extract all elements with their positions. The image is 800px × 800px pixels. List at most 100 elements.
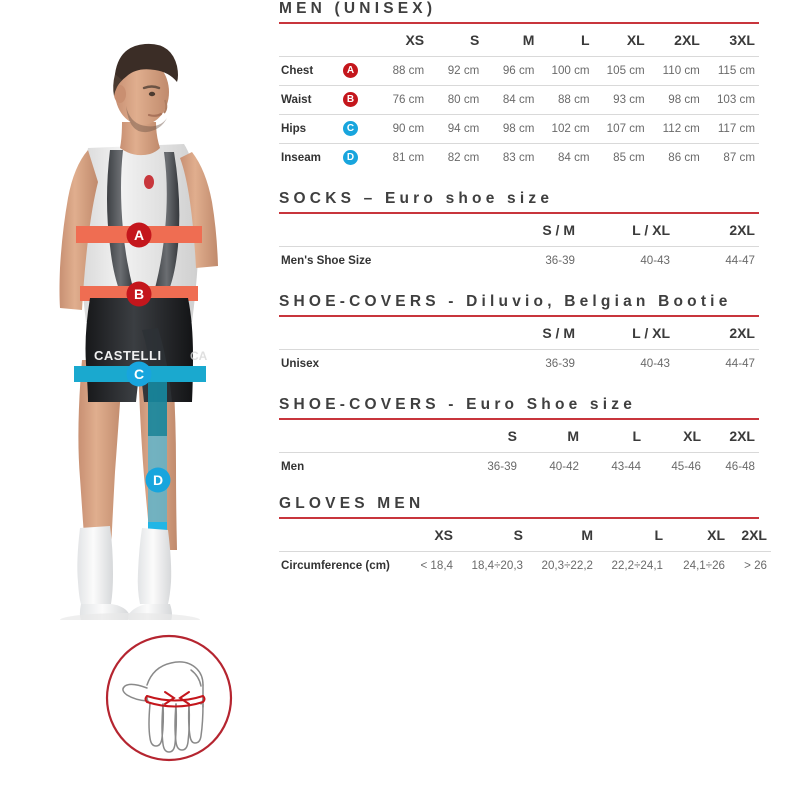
cell: 44-47	[725, 357, 755, 371]
header-xl: XL	[707, 526, 725, 543]
table-row: Unisex 36-39 40-43 44-47	[279, 349, 759, 378]
hand-circumference-icon	[103, 632, 235, 764]
row-badge-chest: A	[341, 56, 373, 85]
table-row: Inseam D 81 cm 82 cm 83 cm 84 cm 85 cm 8…	[279, 143, 759, 172]
cell: 88 cm	[392, 64, 425, 78]
cell: 36-39	[487, 460, 517, 474]
header-m: M	[522, 31, 535, 48]
row-label-unisex: Unisex	[281, 357, 320, 371]
section-title-gloves-men: GLOVES MEN	[279, 495, 425, 513]
cell: 85 cm	[613, 151, 645, 165]
cell: 117 cm	[717, 122, 755, 136]
cell: 24,1÷26	[683, 559, 725, 573]
cell: 94 cm	[447, 122, 480, 136]
cell: 84 cm	[557, 151, 590, 165]
cell: 112 cm	[662, 122, 700, 136]
cell: < 18,4	[420, 559, 453, 573]
cell: 107 cm	[606, 122, 645, 136]
table-shoe-covers-euro: S M L XL 2XL Men 36-39 40-42 43-44 45-46…	[279, 422, 759, 481]
brand-wordmark: CASTELLI	[94, 348, 162, 363]
section-shoe-covers-euro: SHOE-COVERS - Euro Shoe size S M L XL 2X…	[279, 396, 759, 481]
table-row: Circumference (cm) < 18,4 18,4÷20,3 20,3…	[279, 551, 771, 580]
header-blank-label	[279, 216, 484, 246]
header-2xl: 2XL	[741, 526, 767, 543]
header-s: S	[507, 427, 517, 444]
size-tables: MEN (UNISEX) XS S M L XL 2XL 3XL	[279, 0, 771, 580]
cell: 98 cm	[668, 93, 700, 107]
title-rule	[279, 315, 759, 318]
badge-c: C	[343, 121, 358, 137]
cell: 40-43	[640, 254, 670, 268]
table-row: Chest A 88 cm 92 cm 96 cm 100 cm 105 cm …	[279, 56, 759, 85]
cell: 105 cm	[606, 64, 645, 78]
header-sm: S / M	[542, 221, 575, 238]
header-xs: XS	[405, 31, 425, 48]
cell: 86 cm	[668, 151, 700, 165]
cell: 18,4÷20,3	[471, 559, 524, 573]
cell: 83 cm	[502, 151, 535, 165]
table-men-unisex: XS S M L XL 2XL 3XL Chest A 88 cm 92 cm …	[279, 26, 759, 172]
hips-marker: C	[126, 361, 152, 387]
cell: 20,3÷22,2	[541, 559, 594, 573]
table-header-row: S / M L / XL 2XL	[279, 319, 759, 349]
header-l: L	[654, 526, 663, 543]
inseam-marker: D	[145, 467, 171, 493]
section-socks: SOCKS – Euro shoe size S / M L / XL 2XL …	[279, 190, 759, 275]
header-lxl: L / XL	[632, 221, 670, 238]
svg-text:A: A	[134, 227, 144, 243]
header-2xl: 2XL	[729, 324, 755, 341]
section-title-socks: SOCKS – Euro shoe size	[279, 190, 554, 208]
cell: 93 cm	[613, 93, 645, 107]
header-xl: XL	[683, 427, 701, 444]
header-xl: XL	[626, 31, 645, 48]
svg-text:B: B	[134, 286, 144, 302]
cell: 44-47	[725, 254, 755, 268]
cell: 103 cm	[716, 93, 755, 107]
svg-text:D: D	[153, 472, 163, 488]
badge-d: D	[343, 150, 358, 166]
cell: 22,2÷24,1	[611, 559, 664, 573]
chest-marker: A	[126, 222, 152, 248]
header-lxl: L / XL	[632, 324, 670, 341]
row-label-men: Men	[281, 460, 305, 474]
header-2xl: 2XL	[729, 221, 755, 238]
header-l: L	[581, 31, 590, 48]
cell: 82 cm	[447, 151, 480, 165]
cell: 40-42	[549, 460, 579, 474]
header-s: S	[469, 31, 480, 48]
badge-b: B	[343, 92, 358, 108]
cell: 98 cm	[502, 122, 535, 136]
cell: 84 cm	[502, 93, 535, 107]
header-2xl: 2XL	[729, 427, 755, 444]
cell: 43-44	[611, 460, 641, 474]
title-rule	[279, 418, 759, 421]
cell: 102 cm	[551, 122, 590, 136]
section-title-shoe-covers-diluvio: SHOE-COVERS - Diluvio, Belgian Bootie	[279, 293, 732, 311]
header-m: M	[581, 526, 593, 543]
table-header-row: S / M L / XL 2XL	[279, 216, 759, 246]
title-rule	[279, 22, 759, 25]
table-gloves-men: XS S M L XL 2XL Circumference (cm) < 18,…	[279, 521, 771, 580]
header-xs: XS	[434, 526, 453, 543]
cell: 90 cm	[392, 122, 425, 136]
row-badge-inseam: D	[341, 143, 373, 172]
cell: 115 cm	[717, 64, 755, 78]
figure-panel: CASTELLI CA A B C D	[0, 0, 272, 800]
cell: 100 cm	[551, 64, 590, 78]
table-socks: S / M L / XL 2XL Men's Shoe Size 36-39 4…	[279, 216, 759, 275]
row-label-circumference: Circumference (cm)	[281, 559, 390, 573]
cell: 46-48	[725, 460, 755, 474]
row-label-chest: Chest	[281, 64, 314, 78]
row-badge-hips: C	[341, 114, 373, 143]
header-blank-label	[279, 319, 484, 349]
header-2xl: 2XL	[674, 31, 700, 48]
table-header-row: XS S M L XL 2XL	[279, 521, 771, 551]
section-men-unisex: MEN (UNISEX) XS S M L XL 2XL 3XL	[279, 0, 759, 172]
header-3xl: 3XL	[729, 31, 755, 48]
header-sm: S / M	[542, 324, 575, 341]
cell: 87 cm	[723, 151, 755, 165]
cell: 88 cm	[557, 93, 590, 107]
cell: 81 cm	[392, 151, 425, 165]
svg-text:C: C	[134, 366, 144, 382]
header-blank-badge	[341, 26, 373, 56]
